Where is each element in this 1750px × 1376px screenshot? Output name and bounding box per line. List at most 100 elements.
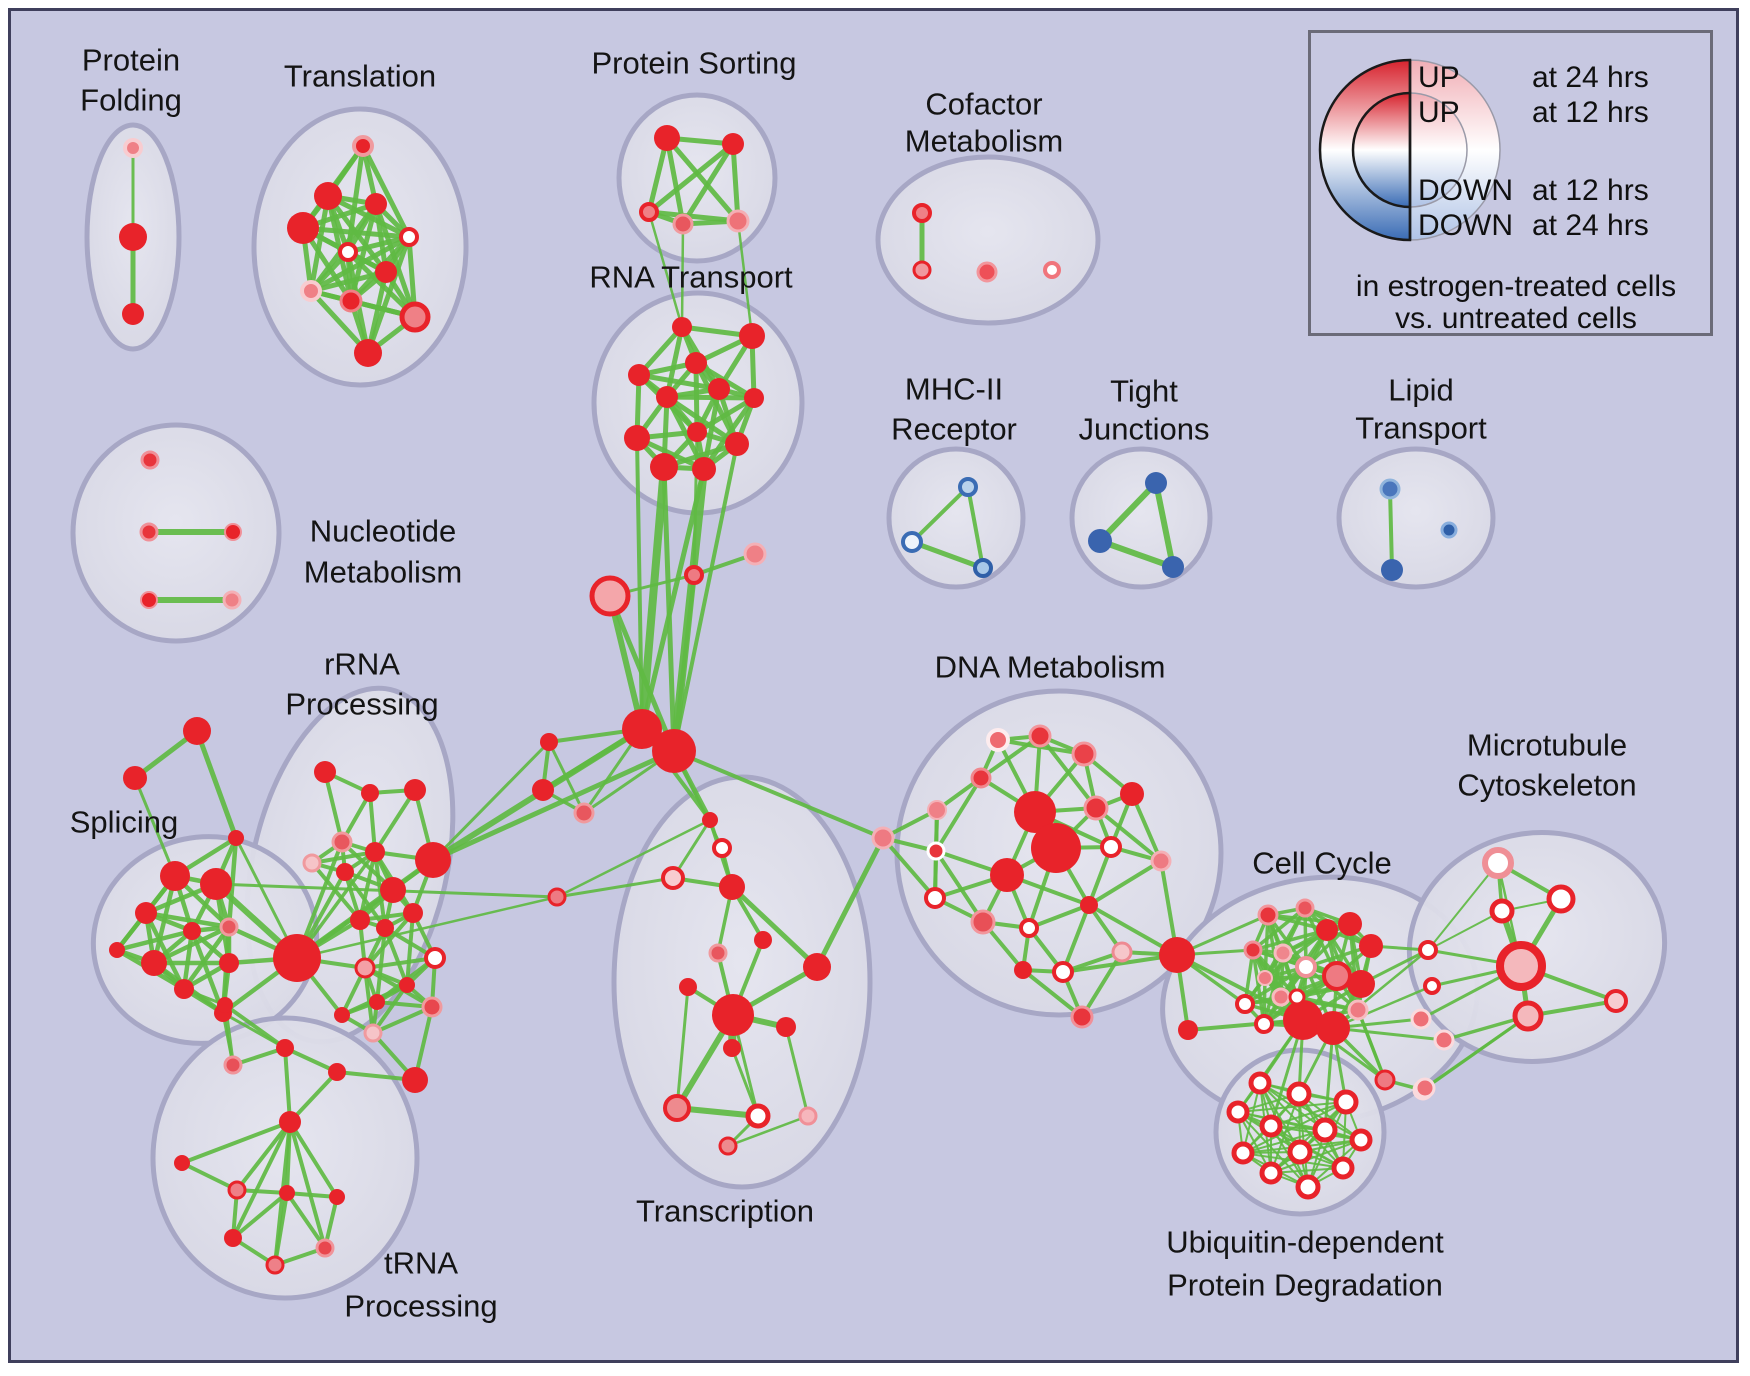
network-node bbox=[573, 802, 595, 824]
network-node bbox=[219, 953, 239, 973]
network-edge bbox=[1153, 480, 1176, 570]
label-microtubule-cytoskeleton: Cytoskeleton bbox=[1457, 768, 1636, 803]
network-node bbox=[639, 202, 659, 222]
network-node bbox=[1286, 1081, 1312, 1107]
network-node bbox=[1347, 999, 1369, 1021]
network-node bbox=[334, 1007, 350, 1023]
network-edge bbox=[1021, 968, 1084, 1019]
network-node bbox=[174, 1155, 190, 1171]
network-node bbox=[140, 591, 158, 609]
network-node bbox=[712, 994, 754, 1036]
cluster-lipid-transport bbox=[1336, 446, 1496, 590]
network-edge bbox=[335, 1070, 417, 1082]
network-node bbox=[424, 947, 446, 969]
network-edge bbox=[235, 1120, 292, 1192]
network-edge bbox=[300, 225, 412, 240]
network-edge bbox=[730, 141, 741, 224]
network-node bbox=[1295, 956, 1317, 978]
network-edge bbox=[1061, 903, 1091, 974]
label-protein-folding: Protein bbox=[82, 43, 180, 78]
network-node bbox=[1546, 884, 1576, 914]
network-node bbox=[1316, 919, 1338, 941]
network-edge bbox=[672, 749, 885, 840]
network-node bbox=[973, 558, 993, 578]
network-edge bbox=[231, 1120, 292, 1240]
network-node bbox=[354, 339, 382, 367]
cluster-tight-junctions bbox=[1069, 446, 1213, 590]
network-node bbox=[1100, 836, 1122, 858]
network-edge bbox=[934, 849, 985, 924]
label-trna-processing: tRNA bbox=[384, 1246, 458, 1281]
label-rrna-processing: rRNA bbox=[324, 647, 400, 682]
network-edge bbox=[784, 1025, 810, 1118]
network-edge bbox=[373, 788, 417, 854]
label-lipid-transport: Transport bbox=[1355, 411, 1487, 446]
network-node bbox=[976, 261, 998, 283]
network-edge bbox=[323, 770, 344, 844]
cluster-transcription bbox=[611, 774, 873, 1190]
label-microtubule-cytoskeleton: Microtubule bbox=[1467, 728, 1627, 763]
network-node bbox=[679, 978, 697, 996]
network-edge bbox=[814, 835, 886, 970]
legend-caption-line1: in estrogen-treated cells bbox=[1355, 270, 1677, 303]
network-node bbox=[725, 432, 749, 456]
network-node bbox=[399, 227, 419, 247]
network-edge bbox=[1242, 1129, 1326, 1154]
network-edge bbox=[371, 1005, 434, 1035]
network-edge bbox=[1027, 903, 1091, 930]
network-node bbox=[399, 301, 431, 333]
network-node bbox=[1083, 795, 1109, 821]
network-node bbox=[109, 942, 125, 958]
network-node bbox=[314, 182, 342, 210]
legend-direction-down-24: DOWN bbox=[1418, 209, 1513, 242]
network-node bbox=[140, 450, 160, 470]
network-node bbox=[970, 909, 996, 935]
network-edge bbox=[1130, 792, 1163, 863]
network-edge bbox=[692, 430, 699, 577]
network-edge bbox=[979, 734, 1042, 780]
network-node bbox=[224, 1229, 242, 1247]
network-node bbox=[708, 943, 728, 963]
network-node bbox=[223, 1055, 243, 1075]
network-node bbox=[1178, 1020, 1198, 1040]
network-node bbox=[1088, 529, 1112, 553]
network-node bbox=[119, 223, 147, 251]
network-edge bbox=[1094, 806, 1163, 863]
network-node bbox=[1120, 782, 1144, 806]
network-node bbox=[622, 709, 662, 749]
network-node bbox=[276, 1039, 294, 1057]
network-node bbox=[663, 1094, 691, 1122]
legend-time-12b: at 12 hrs bbox=[1532, 174, 1649, 207]
network-node bbox=[302, 853, 322, 873]
network-edge bbox=[285, 1191, 327, 1250]
label-dna-metabolism: DNA Metabolism bbox=[935, 650, 1166, 685]
network-node bbox=[265, 1255, 285, 1275]
network-node bbox=[743, 542, 767, 566]
network-node bbox=[1028, 724, 1052, 748]
network-edge bbox=[636, 372, 722, 392]
wheel-left-half bbox=[1351, 91, 1412, 209]
network-edge bbox=[1331, 1026, 1446, 1042]
network-edge bbox=[675, 985, 690, 1110]
network-node bbox=[1322, 961, 1352, 991]
label-nucleotide-metabolism: Metabolism bbox=[304, 555, 463, 590]
network-node bbox=[1288, 988, 1306, 1006]
network-edge bbox=[555, 818, 712, 899]
wheel-right-half bbox=[1409, 92, 1468, 208]
network-node bbox=[970, 767, 992, 789]
network-node bbox=[1052, 961, 1074, 983]
network-edge bbox=[308, 288, 371, 356]
network-node bbox=[540, 733, 558, 751]
network-edge bbox=[1427, 862, 1499, 951]
network-node bbox=[624, 425, 650, 451]
network-node bbox=[718, 1136, 738, 1156]
network-node bbox=[421, 996, 443, 1018]
network-node bbox=[912, 203, 932, 223]
network-edge bbox=[1388, 487, 1394, 572]
network-node bbox=[1271, 987, 1291, 1007]
label-protein-folding: Folding bbox=[80, 83, 182, 118]
network-node bbox=[656, 386, 678, 408]
network-node bbox=[1440, 521, 1458, 539]
cluster-mhc-ii-receptor bbox=[886, 446, 1026, 590]
